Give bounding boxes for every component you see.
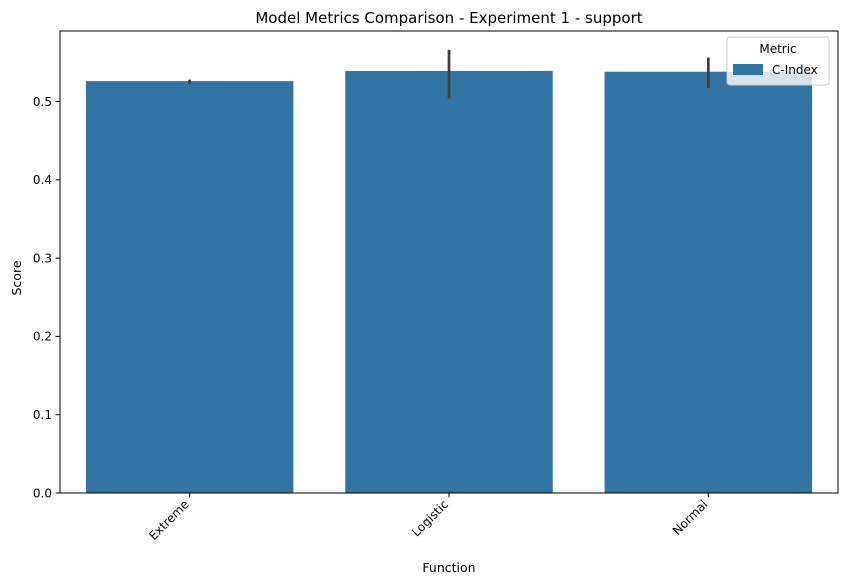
y-tick-label-0: 0.0 [33,486,52,500]
x-tick-label-extreme: Extreme [146,497,192,543]
y-axis-title: Score [9,260,24,295]
y-tick-label-2: 0.2 [33,330,52,344]
legend-swatch [733,64,763,75]
legend-entry-label: C-Index [772,63,818,77]
chart-title: Model Metrics Comparison - Experiment 1 … [255,9,642,27]
bars-group [85,70,813,494]
x-tick-label-normal: Normal [670,497,711,538]
x-tick-label-logistic: Logistic [409,497,451,539]
y-tick-label-4: 0.4 [33,173,52,187]
bar-extreme [85,81,294,493]
legend: Metric C-Index [726,36,830,86]
y-tick-label-5: 0.5 [33,95,52,109]
y-axis-ticks: 0.0 0.1 0.2 0.3 0.4 0.5 [33,95,60,500]
bar-normal [604,71,813,494]
y-tick-label-3: 0.3 [33,251,52,265]
x-axis-title: Function [422,560,475,575]
x-axis-ticks: Extreme Logistic Normal [146,493,710,543]
error-bars-group [188,49,710,99]
legend-title: Metric [759,42,796,56]
bar-logistic [345,70,553,493]
y-tick-label-1: 0.1 [33,408,52,422]
